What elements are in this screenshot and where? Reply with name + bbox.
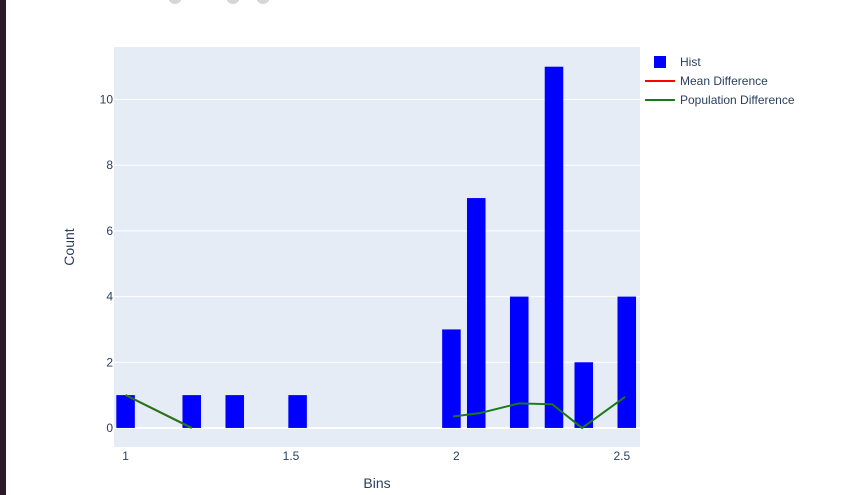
legend-label[interactable]: Hist bbox=[680, 55, 701, 69]
x-tick-label: 2.5 bbox=[613, 449, 630, 463]
difference-lines bbox=[125, 394, 626, 430]
hist-bars bbox=[116, 66, 637, 428]
hist-bar bbox=[225, 395, 245, 428]
hist-bar bbox=[544, 66, 564, 428]
hist-bar bbox=[288, 395, 307, 428]
cropped-header-glyphs bbox=[160, 0, 280, 6]
hist-bar bbox=[466, 198, 486, 428]
x-axis-ticks: 1 1.5 2 2.5 bbox=[122, 449, 630, 463]
hist-bar bbox=[509, 296, 529, 428]
x-axis-title: Bins bbox=[363, 475, 390, 491]
y-tick-label: 10 bbox=[100, 93, 114, 107]
population-difference-line bbox=[125, 394, 193, 429]
y-axis-title: Count bbox=[61, 228, 77, 265]
legend[interactable]: Hist Mean Difference Population Difference bbox=[645, 55, 795, 107]
hist-bar bbox=[574, 362, 594, 428]
legend-swatch-hist bbox=[654, 56, 666, 68]
window-edge bbox=[0, 0, 6, 495]
hist-bar bbox=[182, 395, 202, 428]
hist-bar bbox=[442, 329, 461, 428]
legend-label[interactable]: Population Difference bbox=[680, 93, 795, 107]
y-tick-label: 2 bbox=[106, 355, 113, 369]
legend-label[interactable]: Mean Difference bbox=[680, 74, 768, 88]
hist-bar bbox=[617, 296, 637, 428]
y-tick-label: 0 bbox=[106, 421, 113, 435]
hist-bar bbox=[116, 395, 135, 428]
y-tick-label: 4 bbox=[106, 290, 113, 304]
x-tick-label: 1 bbox=[122, 449, 129, 463]
y-tick-label: 6 bbox=[106, 224, 113, 238]
x-tick-label: 2 bbox=[453, 449, 460, 463]
population-difference-line bbox=[452, 395, 626, 430]
y-tick-label: 8 bbox=[106, 158, 113, 172]
x-tick-label: 1.5 bbox=[283, 449, 300, 463]
y-axis-ticks: 0 2 4 6 8 10 bbox=[100, 93, 114, 435]
